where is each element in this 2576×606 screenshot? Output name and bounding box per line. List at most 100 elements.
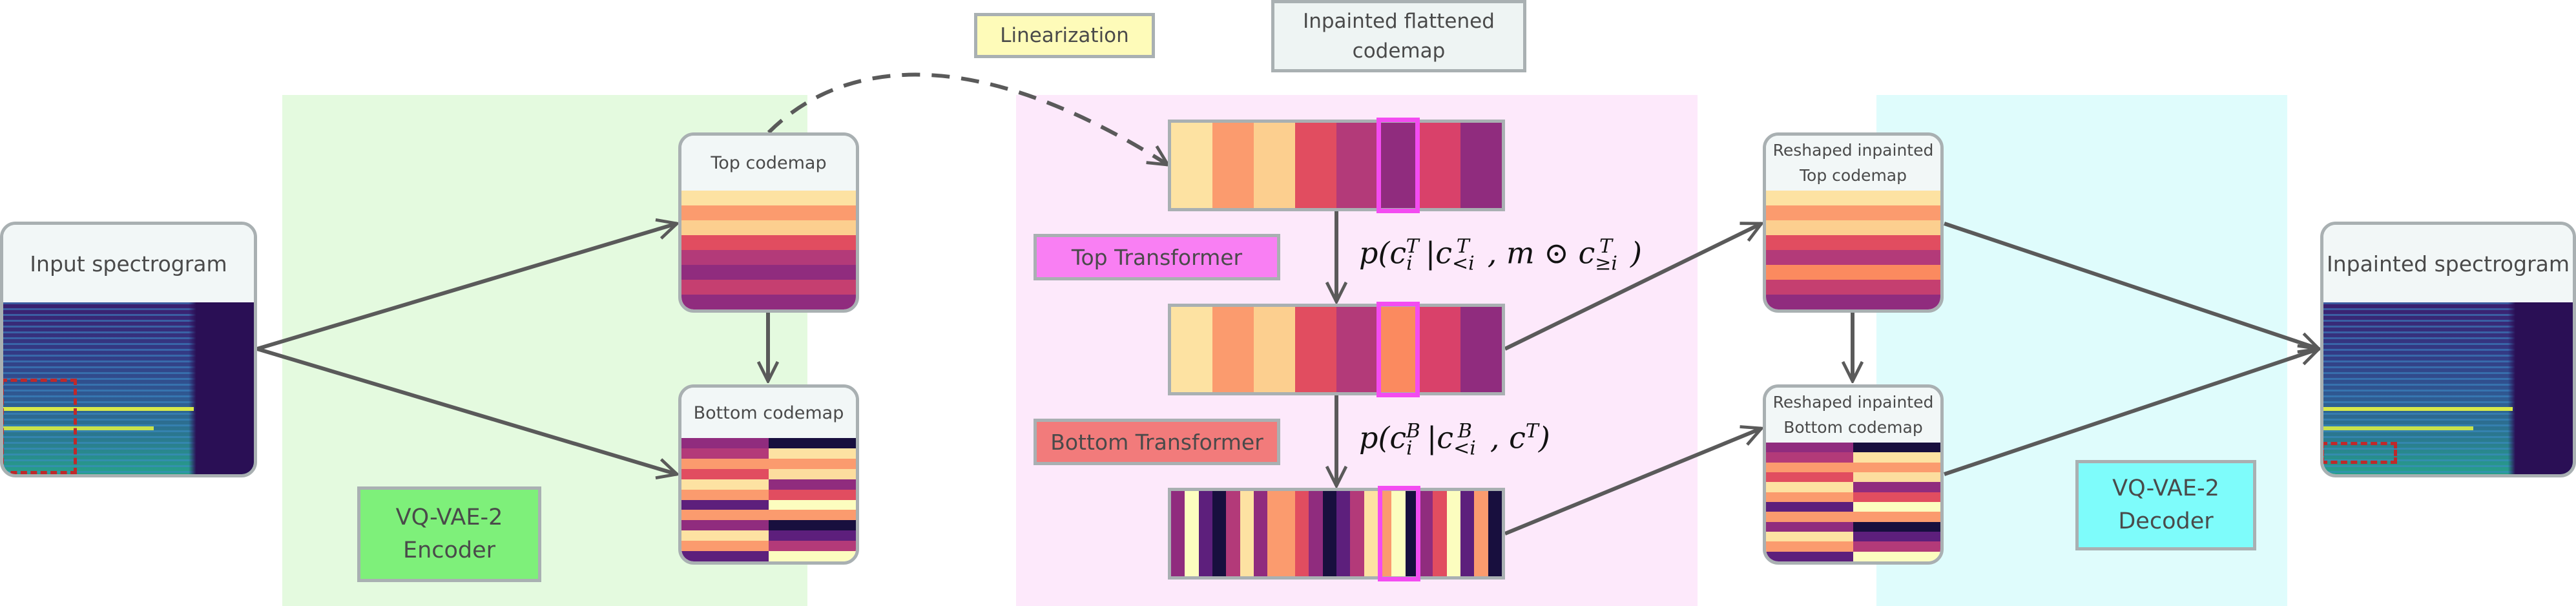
bottom-sequence-token <box>1267 491 1282 576</box>
reshaped-bottom-cell <box>1766 492 1853 502</box>
bottom-sequence-token <box>1488 491 1502 576</box>
top-codemap-stripe <box>681 295 856 309</box>
reshaped-bottom-cell <box>1853 452 1940 463</box>
reshaped-top-line1: Reshaped inpainted <box>1772 140 1934 160</box>
bottom-codemap-row <box>681 489 856 500</box>
bottom-codemap-label: Bottom codemap <box>693 402 844 423</box>
top-sequence-token <box>1212 123 1254 208</box>
reshaped-bottom-cell <box>1766 443 1853 453</box>
mid-sequence <box>1168 304 1505 395</box>
mid-sequence-token <box>1378 307 1419 392</box>
bottom-codemap-row <box>681 541 856 552</box>
reshaped-bottom-cell <box>1766 531 1853 542</box>
bottom-codemap-row <box>681 499 856 510</box>
bottom-sequence-token <box>1474 491 1488 576</box>
reshaped-bottom-cell <box>1853 512 1940 522</box>
bottom-sequence-token <box>1460 491 1475 576</box>
bottom-codemap-cell <box>769 551 856 561</box>
bottom-codemap-row <box>681 520 856 531</box>
top-codemap-grid <box>681 191 856 309</box>
mid-sequence-token <box>1295 307 1336 392</box>
top-sequence-token <box>1419 123 1460 208</box>
top-sequence-token <box>1254 123 1295 208</box>
reshaped-bottom-row <box>1766 462 1940 472</box>
decoder-label: VQ-VAE-2 Decoder <box>2075 460 2256 550</box>
reshaped-bottom-cell <box>1853 541 1940 552</box>
bottom-codemap-cell <box>681 458 769 469</box>
reshaped-bottom-cell <box>1853 531 1940 542</box>
top-codemap-stripe <box>681 235 856 250</box>
mid-sequence-highlight <box>1376 302 1420 397</box>
reshaped-bottom-cell <box>1766 541 1853 552</box>
reshaped-top-stripe <box>1766 205 1940 220</box>
bottom-sequence-token <box>1405 491 1419 576</box>
top-sequence-token <box>1171 123 1212 208</box>
top-sequence-highlight <box>1376 118 1420 213</box>
reshaped-top-stripe <box>1766 265 1940 280</box>
inpainted-flattened-line2: codemap <box>1352 39 1446 63</box>
reshaped-bottom-row <box>1766 501 1940 512</box>
bottom-codemap-cell <box>681 510 769 521</box>
arrow-bottom-seq-to-reshaped-bottom <box>1504 428 1761 536</box>
reshaped-bottom-row <box>1766 531 1940 542</box>
bottom-codemap-row <box>681 479 856 490</box>
bottom-codemap-card: Bottom codemap <box>678 384 859 565</box>
input-spectrogram-header: Input spectrogram <box>3 225 254 302</box>
bottom-sequence-token <box>1226 491 1240 576</box>
bottom-codemap-cell <box>681 479 769 490</box>
bottom-codemap-cell <box>681 499 769 510</box>
bottom-sequence-token <box>1198 491 1212 576</box>
bottom-sequence-token <box>1240 491 1254 576</box>
bottom-codemap-row <box>681 551 856 561</box>
bottom-codemap-cell <box>769 530 856 541</box>
bottom-codemap-cell <box>769 458 856 469</box>
reshaped-bottom-cell <box>1853 492 1940 502</box>
reshaped-bottom-line2: Bottom codemap <box>1783 417 1923 437</box>
top-sequence-token <box>1378 123 1419 208</box>
bottom-sequence-token <box>1309 491 1323 576</box>
reshaped-bottom-cell <box>1853 443 1940 453</box>
top-formula: p(ciT |c<iT, m ⊙ c≥iT) <box>1359 235 1642 275</box>
bottom-codemap-row <box>681 438 856 448</box>
reshaped-bottom-cell <box>1766 472 1853 483</box>
bottom-codemap-cell <box>681 520 769 531</box>
reshaped-bottom-cell <box>1766 521 1853 532</box>
inpainted-spectrogram-header: Inpainted spectrogram <box>2323 225 2573 302</box>
arrow-input-to-bottom <box>256 347 677 474</box>
top-codemap-card: Top codemap <box>678 132 859 313</box>
bottom-codemap-cell <box>681 530 769 541</box>
output-mask-region <box>2323 442 2397 464</box>
encoder-label-line1: VQ-VAE-2 <box>395 505 503 531</box>
bottom-codemap-cell <box>769 438 856 448</box>
bottom-codemap-cell <box>681 468 769 479</box>
reshaped-top-stripe <box>1766 235 1940 250</box>
reshaped-top-stripe <box>1766 220 1940 235</box>
top-sequence-token <box>1460 123 1502 208</box>
bottom-codemap-cell <box>769 448 856 459</box>
bottom-sequence-token <box>1350 491 1364 576</box>
reshaped-top-stripe <box>1766 295 1940 309</box>
linearization-text: Linearization <box>1000 24 1129 47</box>
reshaped-top-stripe <box>1766 250 1940 265</box>
reshaped-bottom-cell <box>1766 482 1853 492</box>
bottom-codemap-cell <box>769 499 856 510</box>
bottom-codemap-cell <box>769 520 856 531</box>
top-codemap-stripe <box>681 250 856 265</box>
bottom-sequence-token <box>1253 491 1268 576</box>
reshaped-top-codemap-card: Reshaped inpainted Top codemap <box>1763 132 1944 313</box>
top-codemap-header: Top codemap <box>681 136 856 191</box>
bottom-sequence-token <box>1364 491 1378 576</box>
top-codemap-stripe <box>681 205 856 220</box>
reshaped-bottom-row <box>1766 482 1940 492</box>
bottom-codemap-cell <box>681 551 769 561</box>
bottom-transformer-label: Bottom Transformer <box>1034 419 1280 465</box>
reshaped-bottom-cell <box>1853 501 1940 512</box>
top-sequence-token <box>1295 123 1336 208</box>
reshaped-bottom-line1: Reshaped inpainted <box>1772 392 1934 412</box>
reshaped-top-header: Reshaped inpainted Top codemap <box>1766 136 1940 191</box>
inpainted-flattened-line1: Inpainted flattened <box>1303 9 1495 33</box>
reshaped-bottom-cell <box>1853 551 1940 561</box>
top-transformer-label: Top Transformer <box>1034 234 1280 280</box>
